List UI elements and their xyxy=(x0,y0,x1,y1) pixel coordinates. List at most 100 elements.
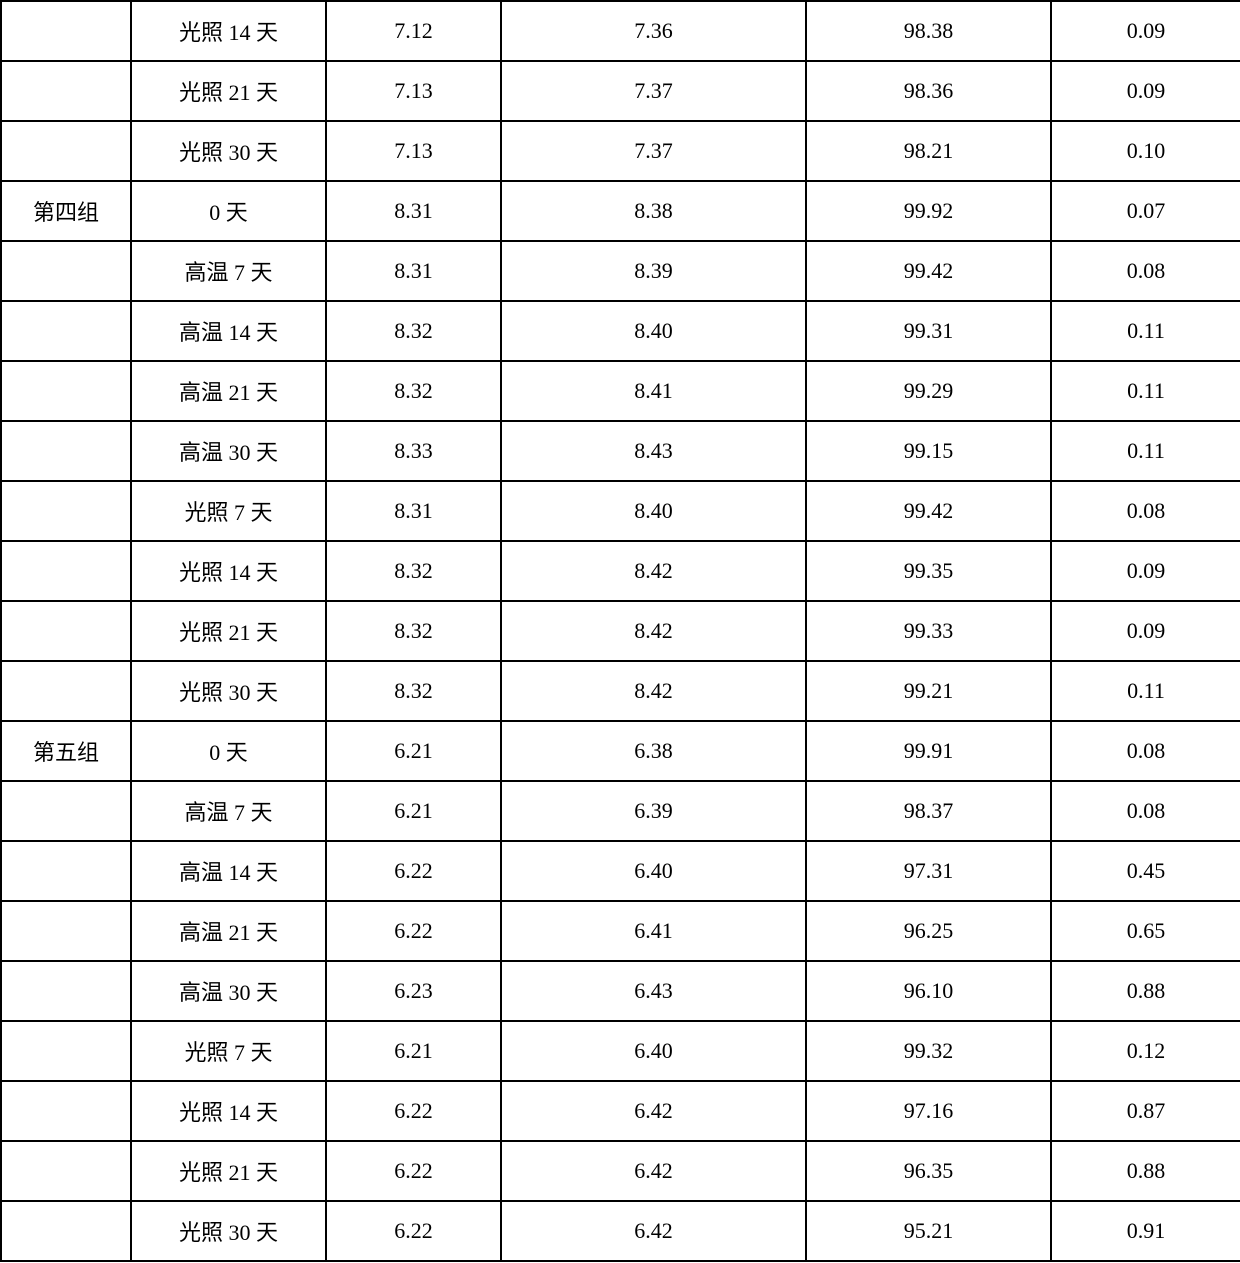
table-cell: 光照 14 天 xyxy=(131,1081,326,1141)
table-row: 第四组0 天8.318.3899.920.07 xyxy=(1,181,1240,241)
table-cell: 7.36 xyxy=(501,1,806,61)
table-cell: 6.42 xyxy=(501,1141,806,1201)
table-cell: 高温 7 天 xyxy=(131,781,326,841)
table-cell xyxy=(1,601,131,661)
table-cell: 0.11 xyxy=(1051,361,1240,421)
table-cell: 98.21 xyxy=(806,121,1051,181)
table-cell: 0.09 xyxy=(1051,61,1240,121)
table-cell: 光照 14 天 xyxy=(131,1,326,61)
table-cell: 6.22 xyxy=(326,1081,501,1141)
table-cell: 8.31 xyxy=(326,241,501,301)
table-cell: 99.91 xyxy=(806,721,1051,781)
table-cell: 光照 7 天 xyxy=(131,1021,326,1081)
table-cell: 7.12 xyxy=(326,1,501,61)
table-cell: 8.42 xyxy=(501,601,806,661)
table-cell: 0.08 xyxy=(1051,241,1240,301)
table-cell: 6.22 xyxy=(326,1201,501,1261)
table-cell: 96.35 xyxy=(806,1141,1051,1201)
table-cell: 8.39 xyxy=(501,241,806,301)
table-cell: 8.40 xyxy=(501,481,806,541)
table-cell: 99.33 xyxy=(806,601,1051,661)
table-cell: 99.32 xyxy=(806,1021,1051,1081)
table-cell: 0.12 xyxy=(1051,1021,1240,1081)
table-cell: 0.09 xyxy=(1051,541,1240,601)
table-cell: 0.09 xyxy=(1051,1,1240,61)
table-cell: 0.88 xyxy=(1051,1141,1240,1201)
table-row: 光照 30 天8.328.4299.210.11 xyxy=(1,661,1240,721)
table-cell: 高温 21 天 xyxy=(131,361,326,421)
table-cell xyxy=(1,901,131,961)
table-cell xyxy=(1,1141,131,1201)
table-cell: 0.88 xyxy=(1051,961,1240,1021)
table-cell: 99.15 xyxy=(806,421,1051,481)
table-cell: 高温 7 天 xyxy=(131,241,326,301)
table-cell xyxy=(1,961,131,1021)
table-cell: 6.23 xyxy=(326,961,501,1021)
table-cell: 6.40 xyxy=(501,841,806,901)
table-row: 光照 7 天6.216.4099.320.12 xyxy=(1,1021,1240,1081)
table-cell: 7.13 xyxy=(326,121,501,181)
table-cell: 99.92 xyxy=(806,181,1051,241)
table-cell xyxy=(1,481,131,541)
table-cell: 0.08 xyxy=(1051,481,1240,541)
table-cell: 0.09 xyxy=(1051,601,1240,661)
table-cell: 6.22 xyxy=(326,901,501,961)
table-cell: 0.65 xyxy=(1051,901,1240,961)
table-cell xyxy=(1,121,131,181)
table-cell: 光照 7 天 xyxy=(131,481,326,541)
table-row: 第五组0 天6.216.3899.910.08 xyxy=(1,721,1240,781)
table-cell: 99.35 xyxy=(806,541,1051,601)
table-cell: 96.25 xyxy=(806,901,1051,961)
table-cell: 7.37 xyxy=(501,121,806,181)
table-cell: 6.41 xyxy=(501,901,806,961)
table-cell: 8.42 xyxy=(501,661,806,721)
table-cell: 0.91 xyxy=(1051,1201,1240,1261)
table-container: 光照 14 天7.127.3698.380.09光照 21 天7.137.379… xyxy=(0,0,1240,1262)
table-cell: 0.11 xyxy=(1051,661,1240,721)
table-cell: 0.11 xyxy=(1051,301,1240,361)
table-cell: 光照 21 天 xyxy=(131,1141,326,1201)
table-row: 光照 21 天7.137.3798.360.09 xyxy=(1,61,1240,121)
table-cell: 6.21 xyxy=(326,721,501,781)
table-cell: 98.38 xyxy=(806,1,1051,61)
table-cell: 0.07 xyxy=(1051,181,1240,241)
table-row: 高温 30 天6.236.4396.100.88 xyxy=(1,961,1240,1021)
table-cell: 96.10 xyxy=(806,961,1051,1021)
table-cell: 98.37 xyxy=(806,781,1051,841)
table-cell: 8.32 xyxy=(326,541,501,601)
table-cell: 光照 21 天 xyxy=(131,61,326,121)
table-cell xyxy=(1,661,131,721)
table-cell: 0.45 xyxy=(1051,841,1240,901)
table-cell: 99.29 xyxy=(806,361,1051,421)
table-cell xyxy=(1,241,131,301)
table-row: 高温 21 天6.226.4196.250.65 xyxy=(1,901,1240,961)
table-row: 高温 30 天8.338.4399.150.11 xyxy=(1,421,1240,481)
table-cell: 6.42 xyxy=(501,1081,806,1141)
table-cell: 8.43 xyxy=(501,421,806,481)
table-cell: 99.42 xyxy=(806,241,1051,301)
table-row: 光照 21 天6.226.4296.350.88 xyxy=(1,1141,1240,1201)
table-cell xyxy=(1,781,131,841)
table-cell: 8.42 xyxy=(501,541,806,601)
table-cell: 光照 30 天 xyxy=(131,661,326,721)
table-row: 光照 30 天7.137.3798.210.10 xyxy=(1,121,1240,181)
table-row: 光照 14 天8.328.4299.350.09 xyxy=(1,541,1240,601)
table-cell xyxy=(1,361,131,421)
table-cell: 0.11 xyxy=(1051,421,1240,481)
data-table: 光照 14 天7.127.3698.380.09光照 21 天7.137.379… xyxy=(0,0,1240,1262)
table-cell: 8.32 xyxy=(326,601,501,661)
table-cell: 8.31 xyxy=(326,481,501,541)
table-body: 光照 14 天7.127.3698.380.09光照 21 天7.137.379… xyxy=(1,1,1240,1261)
table-cell xyxy=(1,1021,131,1081)
table-cell: 6.21 xyxy=(326,781,501,841)
table-cell: 8.32 xyxy=(326,301,501,361)
table-cell: 0.08 xyxy=(1051,781,1240,841)
table-cell: 0 天 xyxy=(131,721,326,781)
table-row: 高温 14 天6.226.4097.310.45 xyxy=(1,841,1240,901)
table-cell: 高温 30 天 xyxy=(131,961,326,1021)
table-row: 高温 14 天8.328.4099.310.11 xyxy=(1,301,1240,361)
table-cell: 高温 14 天 xyxy=(131,841,326,901)
table-cell: 高温 14 天 xyxy=(131,301,326,361)
table-cell: 第五组 xyxy=(1,721,131,781)
table-row: 光照 30 天6.226.4295.210.91 xyxy=(1,1201,1240,1261)
